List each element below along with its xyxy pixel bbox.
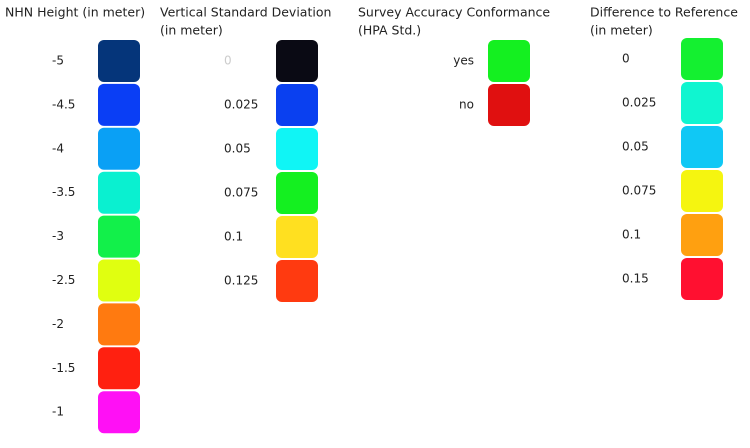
legend-label: 0.05 [224,142,251,156]
legend-label: 0.075 [622,184,656,198]
legend-label: -4.5 [52,97,75,111]
legend-label: 0.075 [224,186,258,200]
legend: Survey Accuracy Conformance (HPA Std.) yes… [358,5,550,126]
legend-label: yes [453,54,474,68]
legend-label: 0.025 [622,96,656,110]
color-swatch [681,82,723,124]
legend-label: 0.1 [224,230,243,244]
color-swatch [681,258,723,300]
legend-label: 0.05 [622,140,649,154]
color-swatch [681,38,723,80]
color-swatch [98,391,140,434]
color-swatch [98,215,140,258]
legend: Difference to Reference (in meter) 0 0.025 0… [590,5,738,300]
color-swatch [681,170,723,212]
color-swatch [98,171,140,214]
legend-label: -4 [52,141,64,155]
color-swatch [276,216,318,258]
legend-label: no [459,98,474,112]
legend-label: 0.025 [224,98,258,112]
legend-label: 0.15 [622,272,649,286]
color-swatch [98,40,140,82]
legend-label: -1 [52,405,64,419]
legend-label: -5 [52,54,64,68]
legend-title: Difference to Reference [590,5,738,20]
legend-title: NHN Height (in meter) [5,5,145,20]
legend-label: -1.5 [52,361,75,375]
legend-label: -3.5 [52,185,75,199]
color-swatch [276,40,318,82]
color-swatch [681,126,723,168]
color-swatch [276,128,318,170]
legend-label: -2.5 [52,273,75,287]
legend-label: 0 [622,52,630,66]
color-swatch [98,347,140,390]
legend-title: (in meter) [590,23,653,38]
color-swatch [488,40,530,82]
color-swatch [276,260,318,302]
color-swatch [488,84,530,126]
legend-title: Survey Accuracy Conformance [358,5,550,20]
color-swatch [681,214,723,256]
legend-label: 0.125 [224,274,258,288]
legend-label: -2 [52,317,64,331]
legend-title: (HPA Std.) [358,23,421,38]
legend-title: (in meter) [160,23,223,38]
legend-label: 0 [224,54,232,68]
legend-label: 0.1 [622,228,641,242]
color-swatch [276,84,318,126]
legend: Vertical Standard Deviation (in meter) 0 0.… [160,5,331,302]
legend-title: Vertical Standard Deviation [160,5,331,20]
color-swatch [98,259,140,302]
color-swatch [98,127,140,170]
color-swatch [276,172,318,214]
legend: NHN Height (in meter) -5 -4.5 -4 -3.5 -3 -2.5 -… [5,5,145,434]
legend-label: -3 [52,229,64,243]
color-swatch [98,83,140,126]
color-swatch [98,303,140,346]
